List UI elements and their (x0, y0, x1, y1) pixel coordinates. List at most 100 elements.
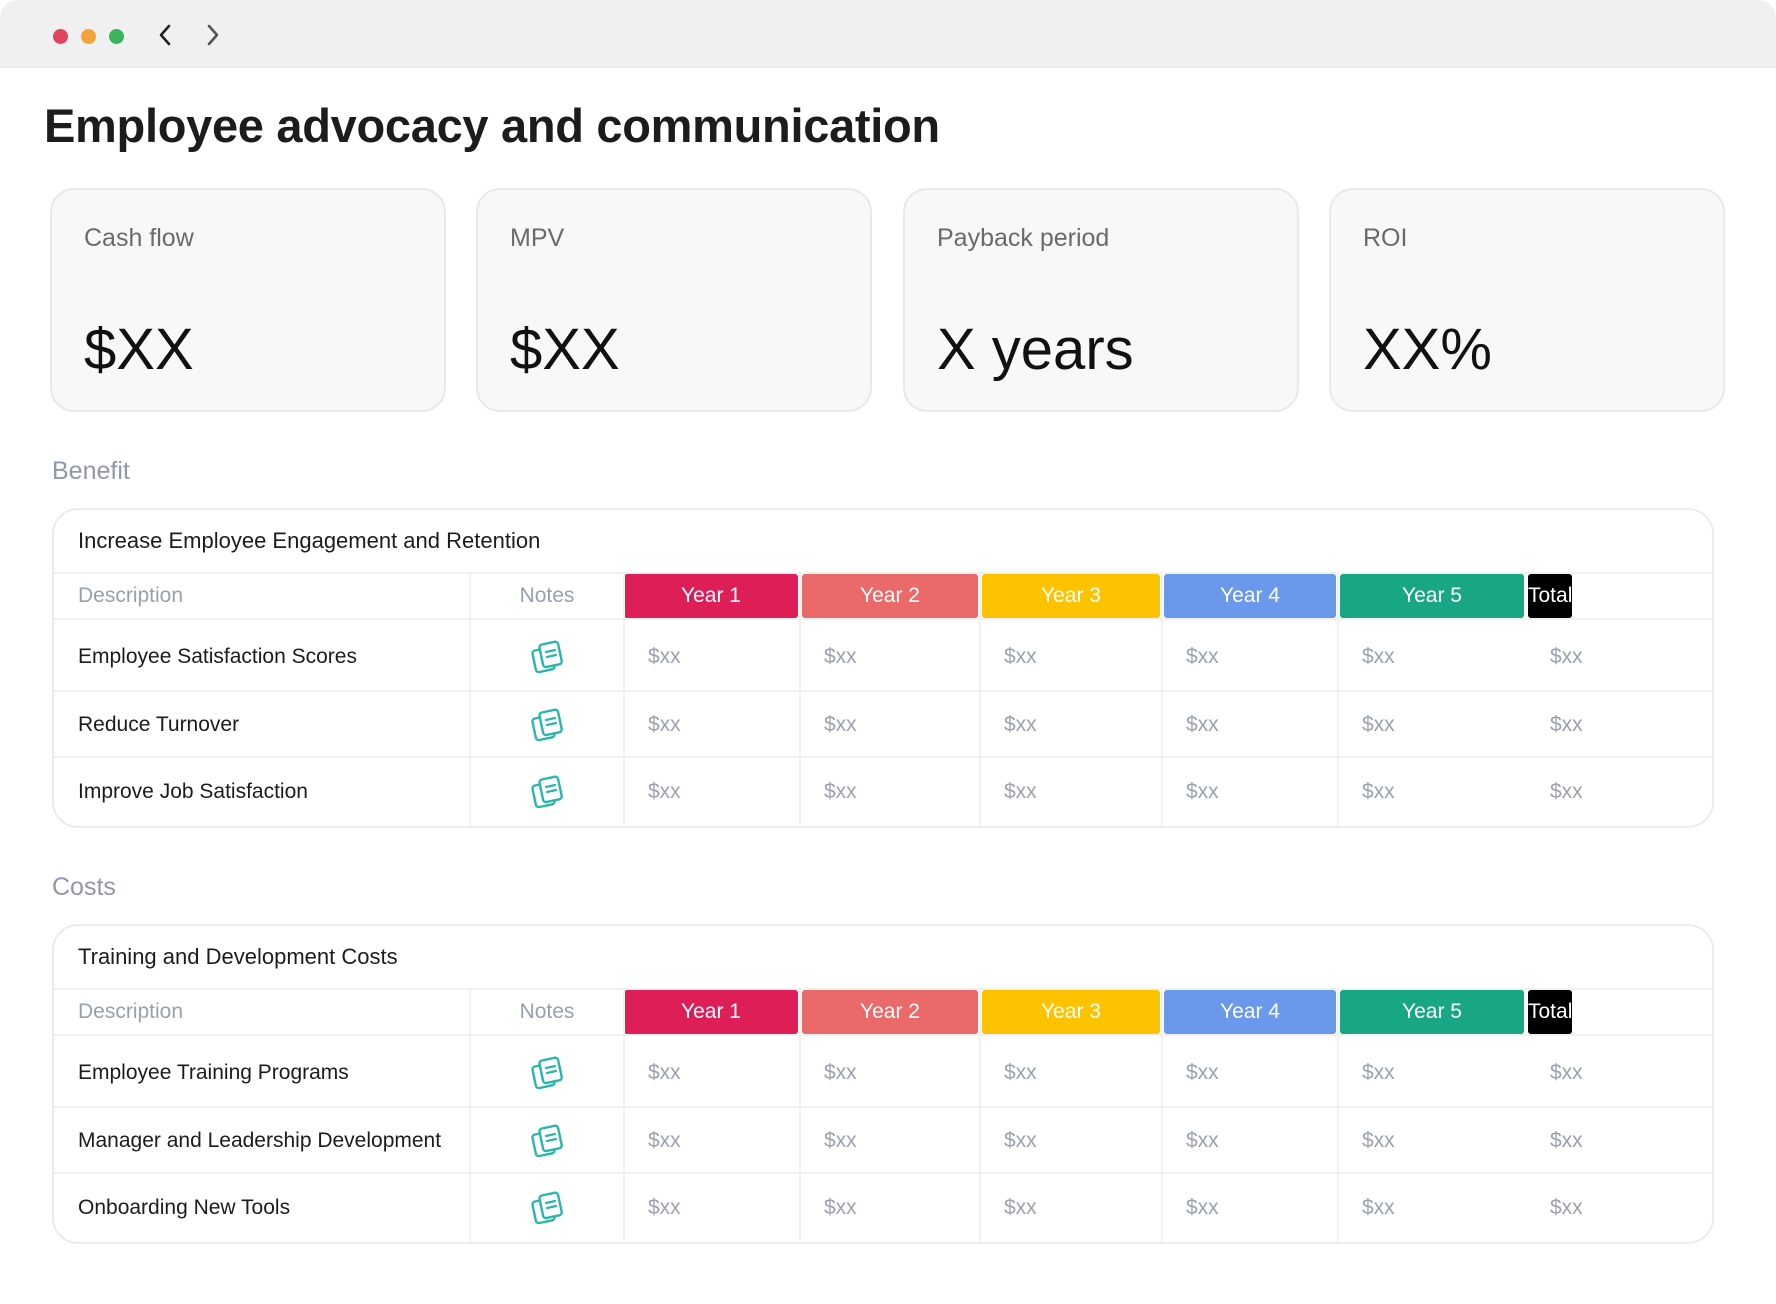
kpi-value: $XX (510, 317, 620, 382)
value-cell[interactable]: $xx (824, 645, 857, 668)
table-row: Employee Satisfaction Scores $xx $xx $xx $xx… (54, 622, 1712, 692)
kpi-label: ROI (1363, 224, 1408, 252)
notes-icon (529, 1123, 565, 1159)
kpi-label: MPV (510, 224, 565, 252)
value-cell[interactable]: $xx (824, 1129, 857, 1152)
value-cell[interactable]: $xx (1362, 1196, 1395, 1219)
notes-button[interactable] (470, 622, 624, 692)
kpi-card-mpv: MPV $XX (476, 188, 872, 412)
kpi-value: X years (937, 317, 1134, 382)
value-cell[interactable]: $xx (824, 1196, 857, 1219)
value-cell[interactable]: $xx (1362, 1129, 1395, 1152)
notes-icon (529, 1190, 565, 1226)
value-cell[interactable]: $xx (1004, 1196, 1037, 1219)
row-description: Improve Job Satisfaction (78, 780, 308, 803)
column-header-year-5: Year 5 (1340, 990, 1524, 1034)
notes-icon (529, 707, 565, 743)
value-cell[interactable]: $xx (1362, 713, 1395, 736)
chevron-left-icon (159, 24, 171, 46)
chevron-right-icon (207, 24, 219, 46)
notes-icon (529, 1055, 565, 1091)
column-divider (469, 990, 471, 1242)
value-cell[interactable]: $xx (1186, 645, 1219, 668)
value-cell[interactable]: $xx (1004, 1061, 1037, 1084)
column-divider (1337, 990, 1339, 1242)
column-header-year-4: Year 4 (1164, 574, 1336, 618)
value-cell[interactable]: $xx (1004, 1129, 1037, 1152)
row-description: Employee Training Programs (78, 1061, 349, 1084)
notes-button[interactable] (470, 1108, 624, 1174)
column-divider (1161, 574, 1163, 826)
column-header-year-1: Year 1 (624, 990, 798, 1034)
table-row: Improve Job Satisfaction $xx $xx $xx $xx $xx $… (54, 758, 1712, 826)
column-header-notes: Notes (519, 1000, 575, 1023)
value-cell[interactable]: $xx (1550, 1129, 1583, 1152)
benefit-table-card: Increase Employee Engagement and Retenti… (52, 508, 1714, 828)
value-cell[interactable]: $xx (648, 780, 681, 803)
value-cell[interactable]: $xx (824, 713, 857, 736)
back-button[interactable] (150, 20, 180, 50)
column-divider (623, 574, 625, 826)
costs-table-card: Training and Development Costs Descripti… (52, 924, 1714, 1244)
value-cell[interactable]: $xx (648, 713, 681, 736)
column-header-year-2: Year 2 (802, 574, 978, 618)
value-cell[interactable]: $xx (1362, 645, 1395, 668)
value-cell[interactable]: $xx (1550, 1196, 1583, 1219)
kpi-label: Payback period (937, 224, 1110, 252)
notes-button[interactable] (470, 1038, 624, 1108)
column-divider (1161, 990, 1163, 1242)
kpi-card-payback-period: Payback period X years (903, 188, 1299, 412)
value-cell[interactable]: $xx (1186, 713, 1219, 736)
minimize-window-button[interactable] (81, 29, 96, 44)
column-header-notes: Notes (519, 584, 575, 607)
row-divider (54, 572, 1712, 574)
column-header-total: Total (1528, 990, 1573, 1034)
column-divider (469, 574, 471, 826)
value-cell[interactable]: $xx (824, 1061, 857, 1084)
row-divider (54, 1034, 1712, 1036)
value-cell[interactable]: $xx (648, 1196, 681, 1219)
value-cell[interactable]: $xx (1550, 645, 1583, 668)
value-cell[interactable]: $xx (1004, 713, 1037, 736)
value-cell[interactable]: $xx (1004, 780, 1037, 803)
notes-button[interactable] (470, 692, 624, 758)
value-cell[interactable]: $xx (648, 1061, 681, 1084)
value-cell[interactable]: $xx (1550, 713, 1583, 736)
value-cell[interactable]: $xx (1362, 1061, 1395, 1084)
value-cell[interactable]: $xx (824, 780, 857, 803)
value-cell[interactable]: $xx (1186, 1129, 1219, 1152)
column-header-description: Description (78, 1000, 184, 1023)
row-divider (54, 1172, 1712, 1174)
column-divider (1337, 574, 1339, 826)
kpi-value: $XX (84, 317, 194, 382)
value-cell[interactable]: $xx (648, 645, 681, 668)
notes-button[interactable] (470, 1174, 624, 1242)
value-cell[interactable]: $xx (1362, 780, 1395, 803)
value-cell[interactable]: $xx (1550, 780, 1583, 803)
column-divider (799, 990, 801, 1242)
value-cell[interactable]: $xx (1186, 1061, 1219, 1084)
section-label-benefit: Benefit (52, 457, 130, 485)
row-description: Employee Satisfaction Scores (78, 645, 357, 668)
kpi-label: Cash flow (84, 224, 194, 252)
section-label-costs: Costs (52, 873, 116, 901)
column-header-year-4: Year 4 (1164, 990, 1336, 1034)
value-cell[interactable]: $xx (648, 1129, 681, 1152)
column-header-year-3: Year 3 (982, 990, 1160, 1034)
value-cell[interactable]: $xx (1004, 645, 1037, 668)
column-divider (979, 990, 981, 1242)
close-window-button[interactable] (53, 29, 68, 44)
table-row: Manager and Leadership Development $xx $xx… (54, 1108, 1712, 1174)
notes-button[interactable] (470, 758, 624, 826)
notes-icon (529, 639, 565, 675)
row-divider (54, 988, 1712, 990)
forward-button[interactable] (198, 20, 228, 50)
value-cell[interactable]: $xx (1550, 1061, 1583, 1084)
row-divider (54, 618, 1712, 620)
value-cell[interactable]: $xx (1186, 780, 1219, 803)
column-header-year-2: Year 2 (802, 990, 978, 1034)
value-cell[interactable]: $xx (1186, 1196, 1219, 1219)
column-header-total: Total (1528, 574, 1573, 618)
maximize-window-button[interactable] (109, 29, 124, 44)
